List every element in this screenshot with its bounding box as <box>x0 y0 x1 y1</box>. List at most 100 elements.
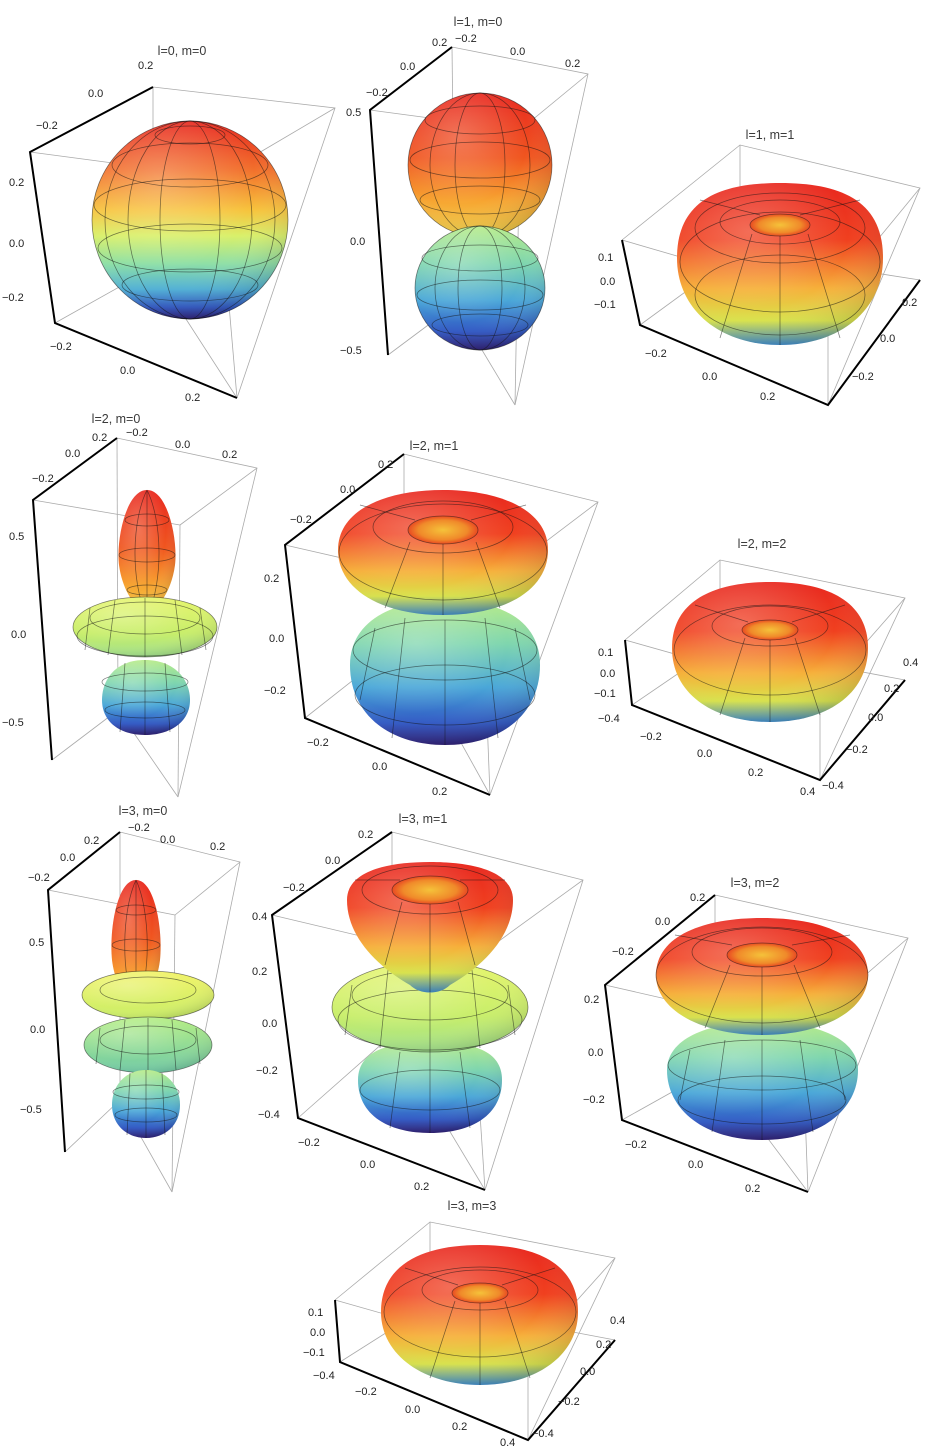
tick-label: 0.4 <box>500 1437 515 1447</box>
tick-label: 0.5 <box>29 937 44 949</box>
axis-lines <box>28 86 238 399</box>
surface-torus <box>672 582 868 722</box>
tick-label: −0.4 <box>313 1370 335 1382</box>
tick-label: −0.4 <box>258 1109 280 1121</box>
surface-bottom-lobe <box>358 1042 502 1133</box>
surface-upper-torus <box>338 490 548 615</box>
tick-label: 0.0 <box>160 834 175 846</box>
tick-label: −0.1 <box>303 1347 325 1359</box>
tick-label: −0.2 <box>307 737 329 749</box>
tick-label: −0.2 <box>126 427 148 439</box>
tick-label: −0.2 <box>36 120 58 132</box>
tick-label: 0.2 <box>138 60 153 72</box>
tick-label: −0.2 <box>645 348 667 360</box>
tick-label: 0.0 <box>510 46 525 58</box>
panel-title: l=1, m=1 <box>746 128 795 142</box>
surface-upper-torus <box>347 862 513 993</box>
tick-label: 0.0 <box>588 1047 603 1059</box>
tick-label: 0.0 <box>325 855 340 867</box>
panel-title: l=0, m=0 <box>158 44 207 58</box>
tick-label: 0.2 <box>358 829 373 841</box>
tick-label: 0.2 <box>414 1181 429 1193</box>
tick-label: 0.1 <box>308 1307 323 1319</box>
surface-torus <box>677 183 883 345</box>
tick-label: 0.0 <box>600 668 615 680</box>
tick-label: 0.2 <box>452 1421 467 1433</box>
surface-lower-lobe <box>414 225 546 351</box>
surface-lower-lobe <box>101 660 190 735</box>
axis-lines <box>31 437 118 761</box>
tick-label: 0.2 <box>432 786 447 798</box>
surface-middle-ring <box>72 596 218 658</box>
panel-l2-m2: l=2, m=2 0.1 0.0 −0.1 −0.4 −0.2 0.0 0.2 … <box>594 537 918 798</box>
surface-lower-lobe <box>667 1022 858 1140</box>
tick-label: 0.0 <box>372 761 387 773</box>
tick-label: 0.4 <box>903 657 918 669</box>
tick-label: 0.0 <box>868 712 883 724</box>
tick-label: 0.5 <box>346 107 361 119</box>
tick-label: 0.0 <box>269 633 284 645</box>
tick-label: −0.2 <box>50 341 72 353</box>
tick-label: 0.2 <box>252 966 267 978</box>
panel-l3-m0: l=3, m=0 <box>20 804 241 1193</box>
panel-l3-m2: l=3, m=2 0.2 0.0 −0. <box>583 876 909 1195</box>
tick-label: 0.0 <box>120 365 135 377</box>
tick-label: 0.0 <box>702 371 717 383</box>
tick-label: −0.2 <box>612 946 634 958</box>
panel-title: l=3, m=0 <box>119 804 168 818</box>
tick-label: 0.2 <box>760 391 775 403</box>
tick-label: −0.2 <box>2 292 24 304</box>
tick-label: −0.5 <box>340 345 362 357</box>
panel-title: l=3, m=1 <box>399 812 448 826</box>
tick-label: 0.1 <box>598 647 613 659</box>
tick-label: −0.5 <box>20 1104 42 1116</box>
tick-label: 0.2 <box>84 835 99 847</box>
axis-lines <box>621 239 921 407</box>
axis-lines <box>603 894 809 1193</box>
surface-bottom-lobe <box>112 1070 180 1138</box>
panel-l3-m3: l=3, m=3 0.1 0.0 −0.1 −0.4 −0.2 0.0 0.2 … <box>303 1199 625 1447</box>
tick-label: −0.2 <box>625 1139 647 1151</box>
axis-lines <box>270 831 486 1191</box>
tick-label: 0.0 <box>600 276 615 288</box>
tick-label: 0.0 <box>310 1327 325 1339</box>
tick-label: −0.2 <box>283 882 305 894</box>
tick-label: 0.0 <box>360 1159 375 1171</box>
panel-l2-m0: l=2, m=0 <box>2 412 258 798</box>
surface-upper-torus <box>655 918 869 1035</box>
tick-label: 0.0 <box>88 88 103 100</box>
panel-title: l=1, m=0 <box>454 15 503 29</box>
tick-label: −0.4 <box>598 713 620 725</box>
tick-label: −0.2 <box>256 1065 278 1077</box>
axis-lines <box>334 1299 616 1442</box>
tick-label: 0.2 <box>565 58 580 70</box>
panel-l2-m1: l=2, m=1 0.2 0.0 −0. <box>264 439 599 798</box>
panel-l0-m0: l=0, m=0 0.2 0.0 −0.2 0.2 0.0 <box>2 44 336 404</box>
tick-label: −0.4 <box>822 780 844 792</box>
tick-label: 0.0 <box>30 1024 45 1036</box>
panel-title: l=2, m=1 <box>410 439 459 453</box>
surface-upper-lobe <box>118 489 176 619</box>
tick-label: 0.1 <box>598 252 613 264</box>
surface-upper-lobe <box>407 92 553 238</box>
panel-title: l=2, m=0 <box>92 412 141 426</box>
surface-torus <box>381 1245 578 1385</box>
panel-l1-m0: l=1, m=0 <box>340 15 589 406</box>
tick-label: 0.2 <box>902 297 917 309</box>
tick-label: 0.4 <box>800 786 815 798</box>
surface-sphere <box>91 120 289 320</box>
tick-label: 0.2 <box>690 892 705 904</box>
tick-label: 0.5 <box>9 531 24 543</box>
surface-lower-lobe <box>350 600 540 745</box>
axis-lines <box>624 639 906 782</box>
tick-label: −0.2 <box>366 87 388 99</box>
tick-label: −0.2 <box>264 685 286 697</box>
tick-label: 0.0 <box>400 61 415 73</box>
tick-label: 0.0 <box>405 1404 420 1416</box>
surface-ring-lower <box>83 1016 213 1074</box>
panel-l1-m1: l=1, m=1 0.1 0.0 −0.1 <box>594 128 921 407</box>
tick-label: 0.2 <box>584 994 599 1006</box>
tick-label: 0.0 <box>655 916 670 928</box>
tick-label: 0.0 <box>350 236 365 248</box>
tick-label: −0.2 <box>355 1386 377 1398</box>
